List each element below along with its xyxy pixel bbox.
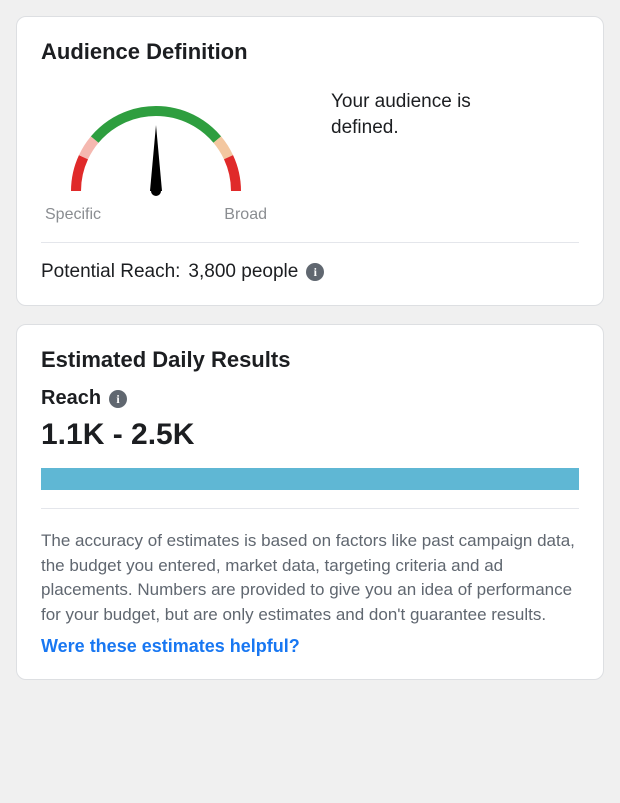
gauge-meter-icon <box>51 79 261 199</box>
potential-reach-label: Potential Reach: <box>41 261 180 283</box>
divider <box>41 508 579 509</box>
info-icon[interactable]: i <box>109 390 127 408</box>
audience-gauge: Specific Broad <box>41 79 271 224</box>
estimated-results-card: Estimated Daily Results Reach i 1.1K - 2… <box>16 324 604 680</box>
divider <box>41 242 579 243</box>
results-title: Estimated Daily Results <box>41 347 579 373</box>
potential-reach-line: Potential Reach: 3,800 people i <box>41 261 579 283</box>
gauge-labels: Specific Broad <box>41 206 271 224</box>
audience-title: Audience Definition <box>41 39 579 65</box>
reach-range: 1.1K - 2.5K <box>41 418 579 452</box>
reach-bar-fill <box>41 468 579 490</box>
reach-bar-track <box>41 468 579 490</box>
reach-label-row: Reach i <box>41 387 579 410</box>
potential-reach-value: 3,800 people <box>188 261 298 283</box>
gauge-label-specific: Specific <box>45 206 101 224</box>
audience-row: Specific Broad Your audience is defined. <box>41 79 579 224</box>
disclaimer-text: The accuracy of estimates is based on fa… <box>41 529 579 628</box>
gauge-label-broad: Broad <box>224 206 267 224</box>
audience-definition-card: Audience Definition Specific Broad Your … <box>16 16 604 306</box>
info-icon[interactable]: i <box>306 263 324 281</box>
feedback-link[interactable]: Were these estimates helpful? <box>41 636 300 657</box>
reach-label: Reach <box>41 387 101 410</box>
audience-status-text: Your audience is defined. <box>331 79 521 140</box>
